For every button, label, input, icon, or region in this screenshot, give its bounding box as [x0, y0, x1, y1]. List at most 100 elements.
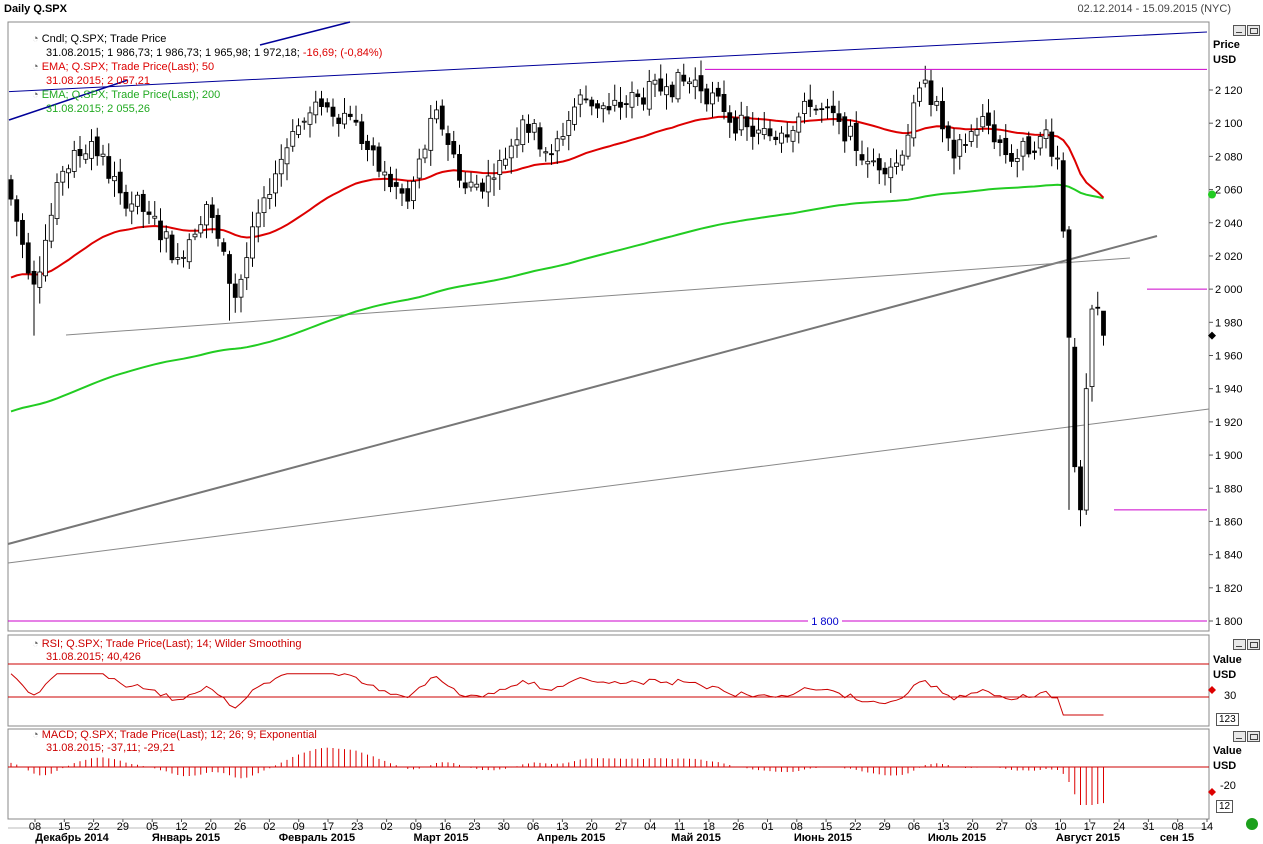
x-tick-label: 29 — [879, 821, 891, 833]
candle-body — [813, 108, 819, 111]
macd-legend-title[interactable]: ◔ MACD; Q.SPX; Trade Price(Last); 12; 26… — [32, 729, 317, 741]
macd-panel-minimize-button[interactable] — [1233, 731, 1246, 742]
macd-panel-frame — [7, 728, 1210, 820]
candle-body — [537, 127, 543, 150]
horizontal-levels[interactable]: 1 800 — [8, 68, 1207, 628]
level-label-bg — [808, 615, 842, 627]
candle-body — [227, 254, 232, 284]
rsi-scale-badge[interactable]: 123 — [1216, 713, 1239, 726]
candle-body — [376, 146, 382, 172]
candles — [8, 60, 1106, 527]
candle-body — [520, 119, 526, 146]
rsi-legend-title[interactable]: ◔ RSI; Q.SPX; Trade Price(Last); 14; Wil… — [32, 638, 302, 650]
candle-body — [997, 139, 1003, 143]
candle-body — [1066, 229, 1072, 338]
rsi-axis-label: Value — [1213, 654, 1242, 666]
legend-ema50[interactable]: ◔ EMA; Q.SPX; Trade Price(Last); 50 — [32, 61, 215, 73]
y-tick-label: 2 100 — [1215, 118, 1243, 130]
trendlines[interactable] — [7, 21, 1210, 564]
candle-body — [1072, 346, 1078, 468]
legend-candles-value: 31.08.2015; 1 986,73; 1 986,73; 1 965,98… — [32, 46, 382, 60]
y-tick-label: 2 040 — [1215, 218, 1243, 230]
candle-body — [750, 125, 756, 137]
candle-body — [324, 102, 330, 108]
macd-scale-badge[interactable]: 12 — [1216, 800, 1234, 813]
rsi-tick-30: 30 — [1224, 690, 1237, 702]
price-panel-minimize-button[interactable] — [1233, 25, 1246, 36]
candle-body — [112, 175, 117, 182]
price-panel-frame — [7, 21, 1210, 632]
y-tick-label: 1 960 — [1215, 351, 1243, 363]
month-label: Июль 2015 — [928, 832, 986, 844]
candle-body — [175, 257, 181, 260]
legend-candles-label: Cndl; Q.SPX; Trade Price — [41, 33, 167, 45]
candle-body — [140, 193, 146, 212]
candle-body — [572, 106, 577, 125]
macd-axis-unit: USD — [1213, 760, 1237, 772]
legend-ema200-label: EMA; Q.SPX; Trade Price(Last); 200 — [41, 89, 221, 101]
candle-body — [508, 145, 514, 159]
candle-body — [744, 116, 750, 128]
rsi-legend: ◔ RSI; Q.SPX; Trade Price(Last); 14; Wil… — [32, 638, 302, 664]
candle-body — [848, 125, 853, 137]
legend-ema200[interactable]: ◔ EMA; Q.SPX; Trade Price(Last); 200 — [32, 89, 221, 101]
macd-tick: -20 — [1220, 780, 1236, 792]
candle-body — [439, 105, 445, 130]
x-tick-label: 22 — [87, 821, 99, 833]
candle-body — [830, 105, 836, 114]
month-label: Июнь 2015 — [794, 832, 852, 844]
candle-body — [215, 214, 221, 239]
candle-body — [583, 98, 589, 101]
candle-body — [221, 242, 227, 252]
x-tick-label: 05 — [146, 821, 158, 833]
candle-body — [1101, 310, 1106, 336]
candle-body — [974, 129, 980, 136]
candle-body — [894, 162, 899, 167]
candle-body — [698, 75, 704, 92]
candle-body — [255, 212, 261, 228]
month-label: Февраль 2015 — [279, 832, 355, 844]
candle-body — [1095, 306, 1101, 309]
y-tick-label: 1 840 — [1215, 550, 1243, 562]
legend-candles[interactable]: ◔ Cndl; Q.SPX; Trade Price — [32, 33, 167, 45]
candle-body — [342, 112, 347, 125]
x-tick-label: 08 — [791, 821, 803, 833]
candle-body — [1083, 388, 1089, 511]
candle-body — [146, 211, 152, 215]
candle-body — [715, 87, 721, 97]
candle-body — [1003, 137, 1009, 156]
y-tick-label: 1 880 — [1215, 483, 1243, 495]
candle-body — [945, 125, 951, 139]
x-tick-label: 01 — [761, 821, 773, 833]
x-tick-label: 08 — [1172, 821, 1184, 833]
candle-body — [646, 81, 652, 110]
rsi-panel-minimize-button[interactable] — [1233, 639, 1246, 650]
candle-body — [882, 167, 888, 175]
candle-body — [917, 87, 922, 102]
candle-body — [457, 154, 462, 181]
candle-body — [462, 182, 468, 189]
x-axis: 08 15 22 29 05 12 20 26 02 09 17 23 02 09 16 23 30 06 13 20… — [29, 819, 1213, 844]
price-y-axis: 2 120 2 100 2 080 2 060 2 040 2 020 2 000 1 980… — [1208, 85, 1243, 628]
macd-legend-value: 31.08.2015; -37,11; -29,21 — [46, 742, 175, 754]
y-tick-label: 1 820 — [1215, 583, 1243, 595]
candle-body — [278, 158, 284, 175]
candle-body — [89, 141, 94, 159]
candle-body — [940, 100, 945, 130]
y-tick-label: 1 860 — [1215, 516, 1243, 528]
x-tick-label: 14 — [1201, 821, 1213, 833]
candle-body — [37, 271, 43, 288]
candle-body — [871, 160, 876, 163]
price-panel-maximize-button[interactable] — [1247, 25, 1260, 36]
y-tick-label: 2 020 — [1215, 251, 1243, 263]
candle-body — [123, 191, 129, 209]
rsi-panel-maximize-button[interactable] — [1247, 639, 1260, 650]
candle-body — [261, 197, 267, 214]
candle-body — [117, 171, 123, 194]
candle-body — [186, 239, 192, 263]
macd-panel-maximize-button[interactable] — [1247, 731, 1260, 742]
candle-body — [577, 94, 583, 105]
rsi-panel-frame — [7, 634, 1210, 727]
candle-body — [163, 231, 169, 239]
